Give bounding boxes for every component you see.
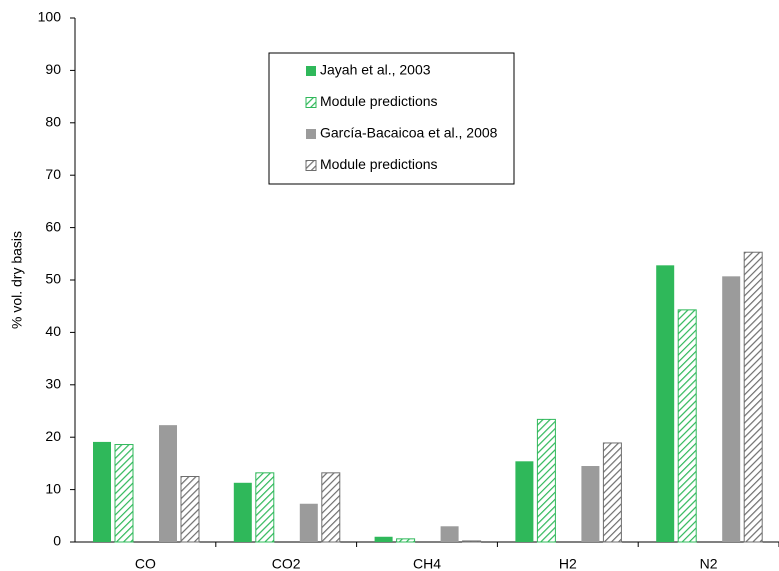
legend-label: Module predictions (320, 93, 438, 109)
bar (656, 265, 675, 542)
y-tick-label: 80 (45, 114, 61, 130)
bar (114, 444, 134, 543)
x-tick-label: H2 (559, 556, 577, 571)
legend-label: Jayah et al., 2003 (320, 62, 431, 78)
bar (462, 540, 482, 543)
bar (93, 441, 111, 542)
y-tick-label: 20 (45, 428, 61, 444)
legend-swatch (305, 97, 317, 108)
bar (581, 466, 600, 542)
bar (722, 276, 741, 542)
y-tick-label: 100 (38, 9, 62, 25)
legend-label: Module predictions (320, 156, 438, 172)
legend-swatch (306, 129, 316, 139)
legend-swatch (305, 160, 317, 171)
bar (299, 503, 318, 542)
y-tick-label: 30 (45, 376, 61, 392)
bar (536, 418, 556, 543)
y-tick-label: 10 (45, 480, 61, 496)
y-tick-label: 40 (45, 323, 61, 339)
bar (233, 482, 252, 542)
y-axis-label: % vol. dry basis (9, 231, 25, 329)
bar (602, 442, 622, 543)
x-tick-label: CH4 (413, 556, 441, 571)
y-tick-label: 70 (45, 166, 61, 182)
y-tick-label: 90 (45, 61, 61, 77)
legend-swatch (306, 66, 316, 76)
bar (180, 476, 200, 543)
bar (440, 526, 459, 542)
bar (515, 461, 534, 542)
bar (255, 472, 275, 543)
bar (743, 251, 763, 543)
y-tick-label: 0 (53, 533, 61, 549)
y-tick-label: 60 (45, 218, 61, 234)
bar (321, 472, 341, 543)
x-tick-label: CO (135, 556, 156, 571)
x-tick-label: N2 (700, 556, 718, 571)
bar (396, 538, 416, 543)
bar (159, 425, 177, 542)
x-tick-label: CO2 (272, 556, 301, 571)
bar (374, 536, 393, 542)
bar (677, 309, 697, 543)
y-tick-label: 50 (45, 271, 61, 287)
legend-label: García-Bacaicoa et al., 2008 (320, 125, 498, 141)
